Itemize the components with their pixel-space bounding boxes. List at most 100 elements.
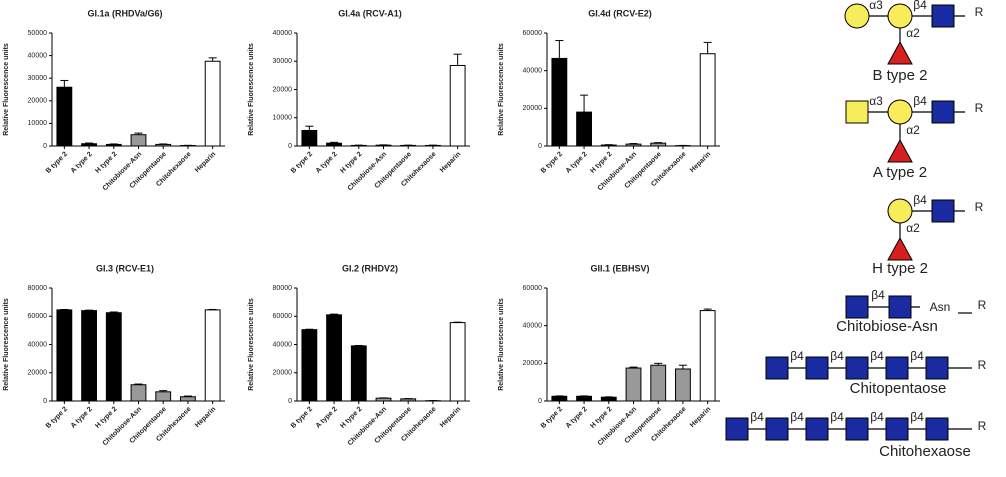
linkage: Asn	[930, 300, 951, 314]
bar	[651, 365, 666, 401]
glcnac	[766, 418, 788, 440]
x-tick-label: H type 2	[589, 151, 613, 175]
y-tick-label: 60000	[273, 313, 293, 320]
y-axis-label: Relative Fluorescence units	[3, 298, 10, 391]
galactose	[888, 199, 912, 223]
chart-title: GI.3 (RCV-E1)	[96, 263, 154, 273]
bar	[426, 145, 441, 146]
bar	[327, 315, 342, 401]
glcnac	[726, 418, 748, 440]
bar	[376, 398, 391, 401]
linkage: R	[975, 5, 984, 19]
y-tick-label: 20000	[523, 105, 543, 112]
y-tick-label: 20000	[523, 360, 543, 367]
y-tick-label: 80000	[28, 285, 48, 292]
linkage: β4	[913, 193, 927, 207]
glycan-name: Chitopentaose	[850, 380, 947, 397]
bar	[106, 313, 121, 401]
chart-panel: GII.1 (EBHSV)Relative Fluorescence units…	[498, 263, 720, 447]
bar	[156, 144, 171, 146]
glcnac	[926, 418, 948, 440]
bar	[450, 323, 465, 401]
x-tick-label: Heparin	[689, 406, 712, 429]
y-tick-label: 0	[288, 143, 292, 150]
y-tick-label: 0	[43, 398, 47, 405]
galnac	[846, 101, 868, 123]
glcnac	[932, 200, 954, 222]
glcnac	[932, 101, 954, 123]
y-tick-label: 20000	[28, 98, 48, 105]
y-tick-label: 40000	[28, 52, 48, 59]
chart-title: GI.4a (RCV-A1)	[338, 8, 402, 18]
y-tick-label: 40000	[273, 341, 293, 348]
linkage: β4	[913, 94, 927, 108]
linkage: β4	[913, 0, 927, 12]
x-tick-label: H type 2	[94, 151, 118, 175]
bar	[552, 396, 567, 401]
x-tick-label: A type 2	[70, 406, 94, 430]
linkage: β4	[910, 349, 924, 363]
y-tick-label: 30000	[28, 75, 48, 82]
x-tick-label: A type 2	[565, 151, 589, 175]
bar	[205, 61, 220, 146]
y-tick-label: 40000	[523, 323, 543, 330]
glcnac	[806, 357, 828, 379]
y-axis-label: Relative Fluorescence units	[248, 298, 255, 391]
glcnac	[926, 357, 948, 379]
linkage: R	[975, 101, 984, 115]
chart-title: GII.1 (EBHSV)	[590, 263, 649, 273]
bar	[57, 87, 72, 146]
bar	[601, 397, 616, 401]
fucose	[888, 238, 912, 260]
galactose	[888, 100, 912, 124]
y-tick-label: 20000	[273, 370, 293, 377]
linkage: β4	[750, 410, 764, 424]
x-tick-label: H type 2	[339, 151, 363, 175]
linkage: β4	[870, 410, 884, 424]
galactose	[888, 4, 912, 28]
glcnac	[932, 5, 954, 27]
linkage: R	[978, 298, 987, 312]
y-tick-label: 0	[538, 398, 542, 405]
linkage: β4	[830, 410, 844, 424]
x-tick-label: Heparin	[194, 151, 217, 174]
glcnac	[806, 418, 828, 440]
x-tick-label: H type 2	[589, 406, 613, 430]
x-tick-label: B type 2	[290, 151, 314, 175]
galactose	[845, 4, 869, 28]
bar	[156, 392, 171, 401]
x-tick-label: B type 2	[290, 406, 314, 430]
bar	[401, 145, 416, 146]
glcnac	[886, 357, 908, 379]
bar	[626, 368, 641, 401]
bar	[626, 144, 641, 146]
chart-title: GI.1a (RHDVa/G6)	[87, 8, 162, 18]
fucose	[888, 140, 912, 162]
y-tick-label: 10000	[28, 120, 48, 127]
bar	[302, 130, 317, 146]
glycan-name: H type 2	[872, 260, 928, 277]
glcnac	[886, 418, 908, 440]
bar	[181, 397, 196, 401]
linkage: α3	[869, 94, 883, 108]
y-axis-label: Relative Fluorescence units	[248, 43, 255, 136]
chart-panel: GI.3 (RCV-E1) Relative Fluorescence units…	[3, 263, 225, 447]
y-tick-label: 60000	[28, 313, 48, 320]
bar	[577, 112, 592, 146]
y-tick-label: 30000	[273, 58, 293, 65]
bar	[376, 145, 391, 146]
bar	[577, 396, 592, 401]
glcnac	[766, 357, 788, 379]
glycan-name: Chitohexaose	[879, 443, 971, 460]
bar	[676, 369, 691, 401]
fucose	[888, 42, 912, 64]
linkage: α2	[906, 26, 920, 40]
glycan-name: A type 2	[873, 164, 927, 181]
glcnac	[846, 296, 868, 318]
bar	[552, 58, 567, 146]
bar	[327, 143, 342, 146]
y-axis-label: Relative Fluorescence units	[3, 43, 10, 136]
x-tick-label: Heparin	[689, 151, 712, 174]
linkage: R	[978, 358, 987, 372]
